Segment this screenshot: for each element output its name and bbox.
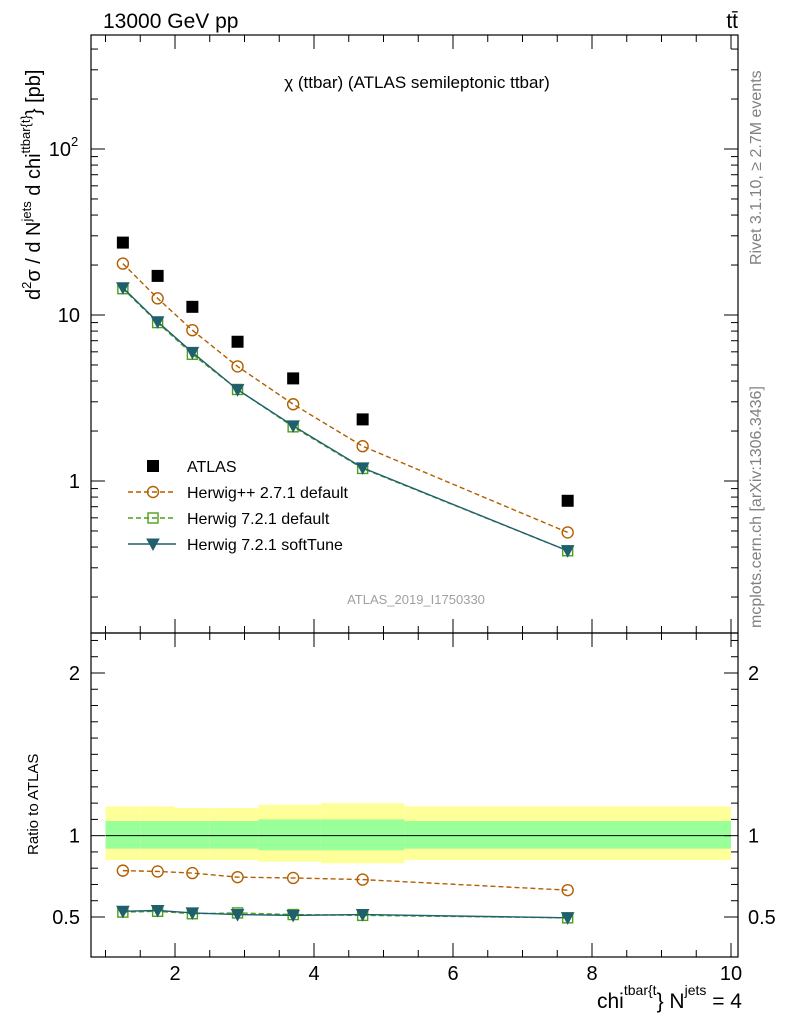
ylabel-part-sup2: jets <box>19 201 34 223</box>
header-right: tt̄ <box>726 10 738 33</box>
atlas-point <box>186 300 199 313</box>
ylabel-part-mid: σ / d N <box>23 222 45 282</box>
herwig-7-2-1-softtune-point <box>560 545 575 558</box>
stat-uncertainty-band <box>105 821 141 849</box>
x-tick-label: 2 <box>169 963 180 985</box>
herwig-7-2-1-softtune-point <box>230 384 245 397</box>
x-tick-label: 8 <box>586 963 597 985</box>
herwig-2-7-1-default-point <box>356 440 369 453</box>
xlabel-part-suffix: = 4 <box>706 990 742 1013</box>
stat-uncertainty-band <box>209 821 259 849</box>
stat-uncertainty-band <box>320 819 405 851</box>
ylabel-part-mid2: d chi <box>23 153 45 201</box>
herwig-2-7-1-default-line <box>122 263 568 534</box>
legend: ATLAS Herwig++ 2.7.1 default Herwig 7.2.1 … <box>128 459 349 554</box>
stat-uncertainty-band <box>258 819 321 851</box>
atlas-point <box>231 335 244 348</box>
ratio-herwig-7-2-1-softtune-point <box>560 912 575 925</box>
watermark: ATLAS_2019_I1750330 <box>347 592 485 607</box>
ratio-y-tick-label: 1 <box>69 826 80 848</box>
stat-uncertainty-band <box>175 821 210 849</box>
y-tick-label-exponent: 2 <box>71 134 78 149</box>
ratio-herwig-2-7-1-default-point <box>561 883 574 897</box>
xlabel-part-main: chi <box>597 990 624 1013</box>
ratio-y-tick-label: 2 <box>69 663 80 685</box>
xlabel-part-mid: } N <box>657 990 685 1013</box>
ratio-herwig-2-7-1-default-point <box>231 870 244 884</box>
ratio-herwig-2-7-1-default-point <box>151 865 164 878</box>
y-tick-label: 10 <box>49 139 71 161</box>
ratio-herwig-2-7-1-default-point <box>186 866 199 880</box>
ylabel-part-suffix: } [pb] <box>23 70 45 116</box>
ratio-herwig-7-2-1-softtune-point <box>116 905 130 919</box>
herwig-2-7-1-default-point <box>186 323 199 337</box>
xlabel: chitbar{t} Njets = 4 <box>597 982 742 1013</box>
ratio-y-tick-label: 0.5 <box>748 907 776 929</box>
herwig-2-7-1-default-point <box>286 398 300 411</box>
x-tick-label: 6 <box>447 963 458 985</box>
ratio-ylabel: Ratio to ATLAS <box>25 754 42 855</box>
herwig-7-2-1-softtune-point <box>185 346 200 360</box>
ratio-herwig-7-2-1-softtune-point <box>230 909 245 922</box>
herwig-2-7-1-default-point <box>561 526 574 539</box>
y-tick-label: 10 <box>58 305 80 327</box>
herwig-7-2-1-softtune-point <box>355 462 370 475</box>
herwig-2-7-1-default-point <box>116 257 130 270</box>
legend-label: Herwig++ 2.7.1 default <box>187 485 349 502</box>
atlas-point <box>356 413 369 426</box>
ratio-herwig-2-7-1-default-point <box>116 864 130 877</box>
ratio-y-tick-label: 2 <box>748 663 759 685</box>
ylabel-part-sup1: 2 <box>19 282 34 289</box>
xlabel-part-sup2: jets <box>684 982 707 998</box>
herwig-2-7-1-default-point <box>151 292 164 305</box>
herwig-2-7-1-default-point <box>231 360 244 373</box>
stat-uncertainty-band <box>404 821 731 849</box>
stat-uncertainty-band <box>140 821 175 849</box>
ylabel-part-d: d <box>23 289 45 300</box>
header-left: 13000 GeV pp <box>103 10 238 33</box>
mcplots-label: mcplots.cern.ch [arXiv:1306.3436] <box>748 386 765 628</box>
x-tick-label: 4 <box>308 963 319 985</box>
ratio-herwig-2-7-1-default-point <box>356 873 369 886</box>
atlas-point <box>116 236 129 249</box>
legend-label: Herwig 7.2.1 softTune <box>187 537 343 554</box>
ratio-herwig-7-2-1-softtune-point <box>185 907 200 920</box>
ylabel-part-sup3: ttbar{t} <box>18 114 33 153</box>
herwig-7-2-1-softtune-point <box>116 282 130 295</box>
main-title: χ (ttbar) (ATLAS semileptonic ttbar) <box>284 73 550 92</box>
legend-marker <box>147 460 159 472</box>
legend-label: ATLAS <box>187 459 237 476</box>
ratio-frame <box>90 632 739 958</box>
x-tick-label: 10 <box>720 963 742 985</box>
rivet-label: Rivet 3.1.10, ≥ 2.7M events <box>748 70 765 265</box>
ratio-y-tick-label: 1 <box>748 826 759 848</box>
herwig-7-2-1-softtune-point <box>150 316 165 329</box>
ratio-y-tick-label: 0.5 <box>52 907 80 929</box>
ratio-herwig-7-2-1-softtune-point <box>355 909 370 922</box>
legend-marker <box>147 512 159 524</box>
legend-label: Herwig 7.2.1 default <box>187 511 330 528</box>
atlas-point <box>287 372 300 385</box>
legend-marker <box>146 485 160 499</box>
ratio-herwig-7-2-1-softtune-point <box>150 904 165 918</box>
y-tick-label: 1 <box>69 471 80 493</box>
herwig-7-2-1-softtune-point <box>286 420 300 433</box>
ratio-herwig-2-7-1-default-point <box>286 871 300 885</box>
atlas-point <box>151 269 164 282</box>
ratio-herwig-2-7-1-default-line <box>122 869 568 891</box>
atlas-point <box>561 494 574 507</box>
xlabel-part-sup: tbar{t <box>624 982 657 998</box>
ratio-panel: 2 4 6 8 10 0.5 0.5 1 1 2 2 <box>52 619 776 985</box>
legend-marker <box>146 538 160 552</box>
main-ylabel: d2σ / d Njets d chittbar{t}} [pb] <box>18 70 45 300</box>
ratio-herwig-7-2-1-softtune-point <box>286 909 300 923</box>
